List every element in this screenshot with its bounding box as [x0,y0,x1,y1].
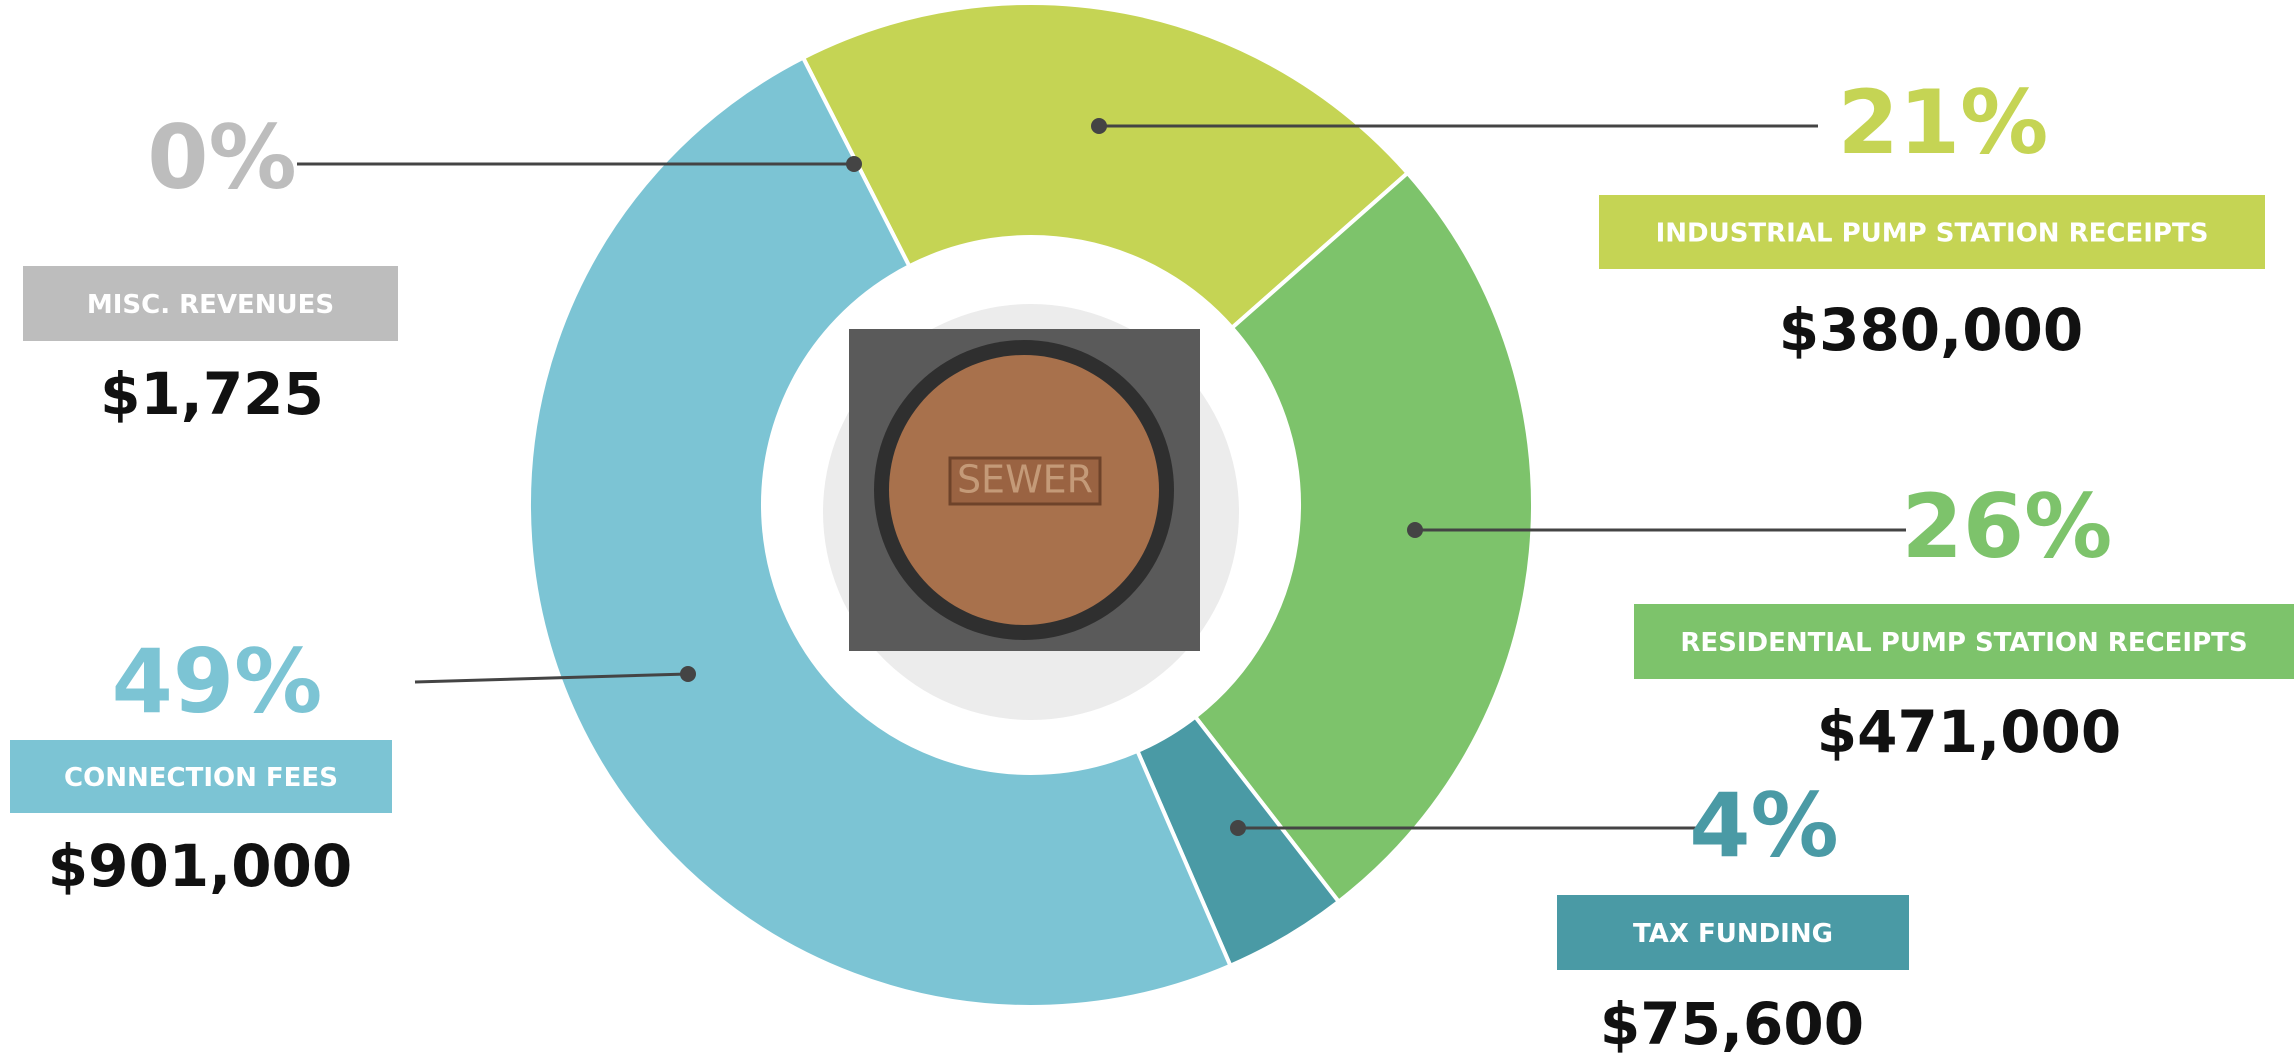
cover-plate [948,456,1102,506]
leader-dot [846,156,862,172]
leader-line [414,672,689,684]
leader-dot [1230,820,1246,836]
category-label: INDUSTRIAL PUMP STATION RECEIPTS [1656,219,2209,249]
category-label: TAX FUNDING [1633,919,1833,949]
category-box [10,740,392,813]
leader-dot [680,666,696,682]
amount-label: $1,725 [100,360,324,428]
percent-label: 21% [1838,71,2049,174]
amount-label: $75,600 [1600,990,1864,1058]
percent-label: 0% [147,106,296,209]
amount-label: $380,000 [1779,296,2084,364]
amount-label: $471,000 [1817,698,2122,766]
category-box [1634,604,2294,679]
category-box [1599,195,2265,269]
percent-label: 4% [1689,774,1838,877]
percent-label: 49% [112,630,323,733]
leader-dot [1091,118,1107,134]
category-box [23,266,398,341]
category-label: CONNECTION FEES [64,763,338,793]
percent-label: 26% [1902,475,2113,578]
donut-slice [527,55,1234,1010]
center-image: SEWER [849,329,1200,651]
amount-label: $901,000 [48,832,353,900]
category-box [1557,895,1909,970]
leader-dot [1407,522,1423,538]
donut-slice [1192,170,1535,905]
donut-slice [800,1,1411,331]
category-label: MISC. REVENUES [87,290,334,320]
category-label: RESIDENTIAL PUMP STATION RECEIPTS [1680,628,2247,658]
cover-text: SEWER [957,458,1093,502]
